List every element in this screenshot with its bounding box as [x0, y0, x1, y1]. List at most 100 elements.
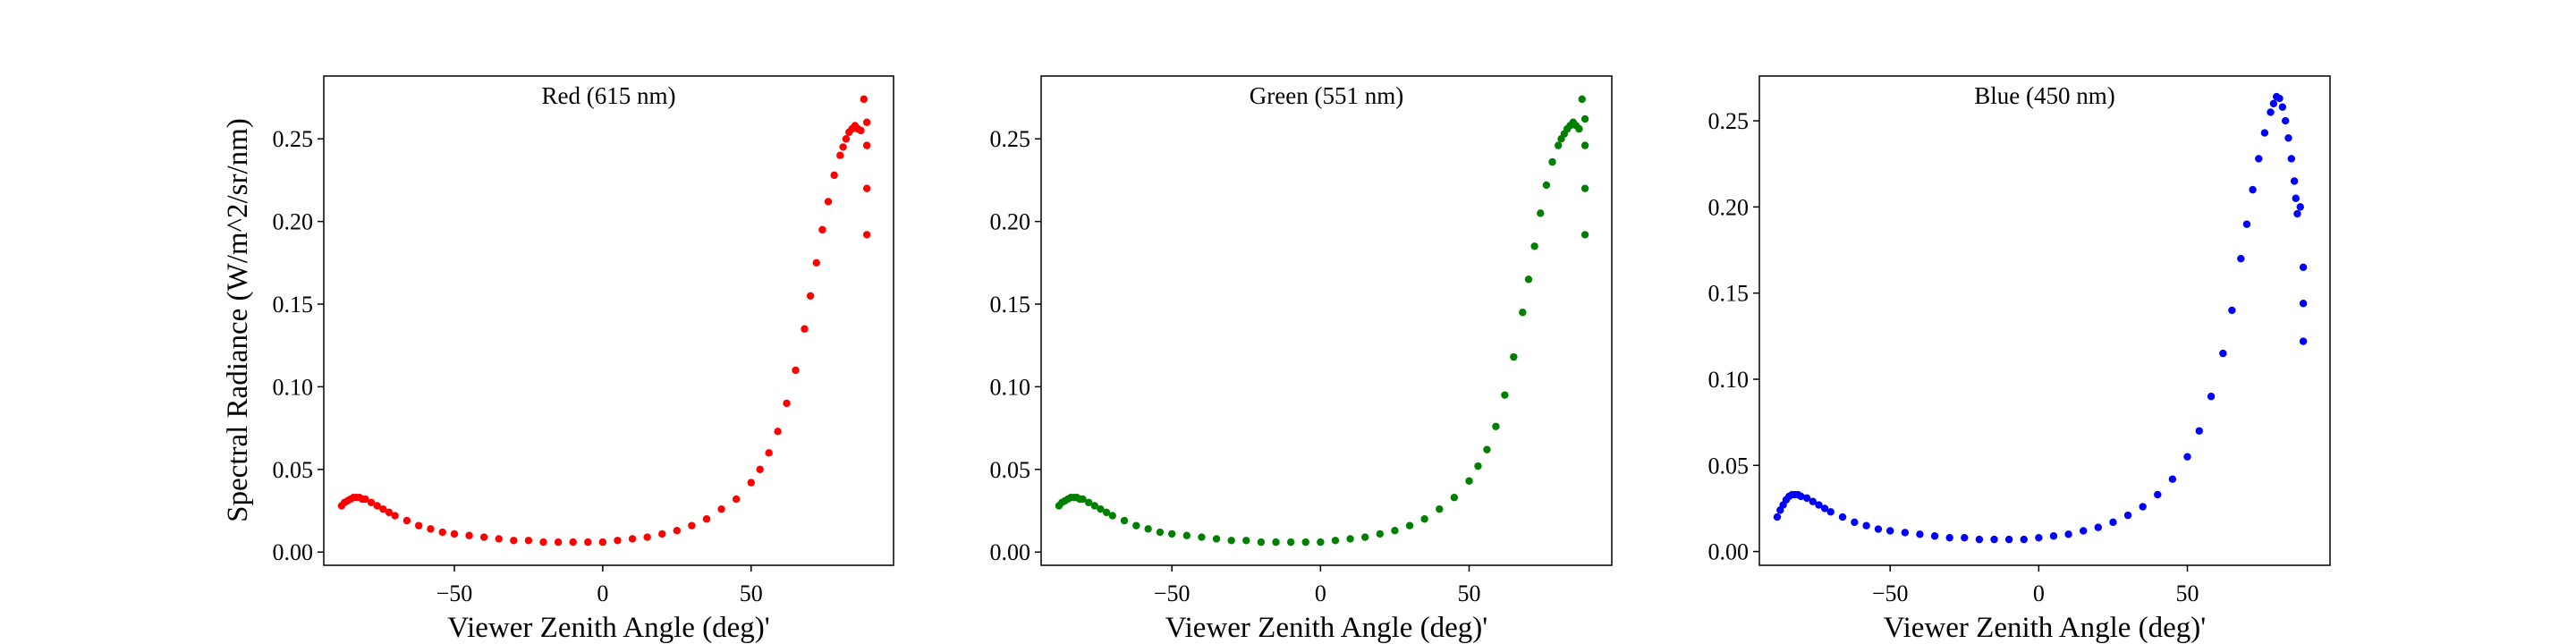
data-point	[658, 530, 666, 538]
data-point	[836, 151, 844, 159]
data-point	[2249, 185, 2257, 194]
data-point	[774, 428, 782, 436]
data-point	[2299, 300, 2308, 308]
data-point	[1580, 184, 1589, 192]
data-point	[2293, 209, 2301, 218]
data-point	[2049, 532, 2058, 540]
scatter-series	[1773, 92, 2308, 544]
data-point	[402, 516, 411, 525]
data-point	[2242, 220, 2251, 228]
data-point	[1465, 477, 1473, 485]
x-tick-label: 0	[2033, 580, 2045, 606]
panel-title: Blue (450 nm)	[1974, 82, 2114, 109]
data-point	[756, 465, 764, 474]
data-point	[2094, 523, 2103, 531]
data-point	[801, 325, 809, 333]
x-axis-label: Viewer Zenith Angle (deg)'	[447, 612, 769, 644]
data-point	[1815, 501, 1823, 509]
data-point	[1132, 521, 1140, 530]
y-tick-label: 0.15	[990, 292, 1031, 318]
data-point	[1851, 518, 1859, 527]
data-point	[1530, 242, 1538, 250]
data-point	[1580, 231, 1589, 239]
data-point	[2299, 337, 2308, 345]
data-point	[427, 525, 435, 533]
y-tick-label: 0.25	[990, 126, 1031, 152]
data-point	[2207, 393, 2216, 401]
data-point	[860, 95, 869, 104]
y-tick-label: 0.25	[1708, 108, 1750, 134]
data-point	[1961, 533, 1969, 542]
data-point	[1090, 502, 1099, 510]
y-tick-label: 0.20	[990, 209, 1031, 235]
data-point	[2064, 530, 2072, 538]
data-point	[1286, 538, 1295, 547]
y-tick-label: 0.15	[273, 292, 314, 318]
data-point	[1391, 526, 1399, 535]
y-axis-label: Spectral Radiance (W/m^2/sr/nm)	[222, 118, 254, 522]
data-point	[1405, 521, 1414, 530]
data-point	[812, 258, 820, 267]
data-point	[367, 498, 376, 506]
data-point	[1182, 531, 1191, 539]
y-tick-label: 0.10	[1708, 367, 1750, 393]
data-point	[584, 538, 592, 547]
data-point	[862, 231, 871, 239]
data-point	[465, 531, 473, 539]
data-point	[1436, 504, 1444, 513]
data-point	[2079, 527, 2088, 535]
data-point	[2296, 203, 2304, 211]
data-point	[2292, 194, 2300, 202]
data-point	[614, 537, 622, 545]
data-point	[1548, 157, 1556, 166]
data-point	[1886, 527, 1894, 535]
data-point	[1346, 535, 1354, 543]
data-point	[2123, 511, 2132, 520]
chart-panel-3: 0.00 0.05 0.10 0.15 0.20 0.25 −50 0 50 Blue (450 …	[1708, 75, 2331, 644]
data-point	[792, 366, 800, 375]
data-point	[1156, 528, 1165, 537]
y-tick-label: 0.00	[990, 539, 1031, 565]
x-axis-label: Viewer Zenith Angle (deg)'	[1884, 612, 2206, 644]
data-point	[2281, 116, 2290, 125]
data-point	[1802, 494, 1811, 503]
x-tick-label: 50	[1458, 580, 1481, 606]
y-tick-label: 0.10	[990, 374, 1031, 400]
data-point	[2154, 490, 2162, 499]
data-point	[373, 502, 381, 510]
data-point	[1360, 533, 1369, 541]
data-point	[1420, 515, 1428, 523]
data-point	[673, 526, 682, 535]
data-point	[1084, 498, 1093, 506]
chart-panel-1: 0.00 0.05 0.10 0.15 0.20 0.25 −50 0 50 Red (615 n…	[273, 75, 894, 644]
data-point	[628, 535, 637, 543]
x-tick-label: −50	[436, 580, 473, 606]
data-point	[414, 521, 423, 530]
data-point	[1212, 535, 1221, 543]
data-point	[2183, 453, 2191, 461]
data-point	[1519, 309, 1527, 317]
data-point	[1376, 530, 1385, 538]
data-point	[1108, 512, 1116, 520]
data-point	[839, 143, 847, 151]
data-point	[1809, 497, 1818, 505]
y-tick-label: 0.25	[273, 126, 314, 152]
chart-panel-2: 0.00 0.05 0.10 0.15 0.20 0.25 −50 0 50 Green (551…	[990, 75, 1613, 644]
data-point	[1097, 504, 1105, 513]
data-point	[1874, 525, 1883, 533]
data-point	[1450, 494, 1459, 502]
y-tick-label: 0.20	[273, 209, 314, 235]
plot-frame	[1040, 75, 1613, 566]
y-tick-label: 0.05	[990, 457, 1031, 483]
data-point	[2020, 535, 2028, 544]
data-point	[1524, 275, 1533, 284]
data-point	[598, 538, 607, 547]
data-point	[1272, 538, 1280, 547]
data-point	[783, 399, 791, 408]
data-point	[1862, 521, 1870, 530]
y-tick-label: 0.00	[1708, 539, 1750, 565]
data-point	[1331, 537, 1340, 545]
data-point	[2139, 503, 2147, 511]
data-point	[438, 528, 446, 537]
